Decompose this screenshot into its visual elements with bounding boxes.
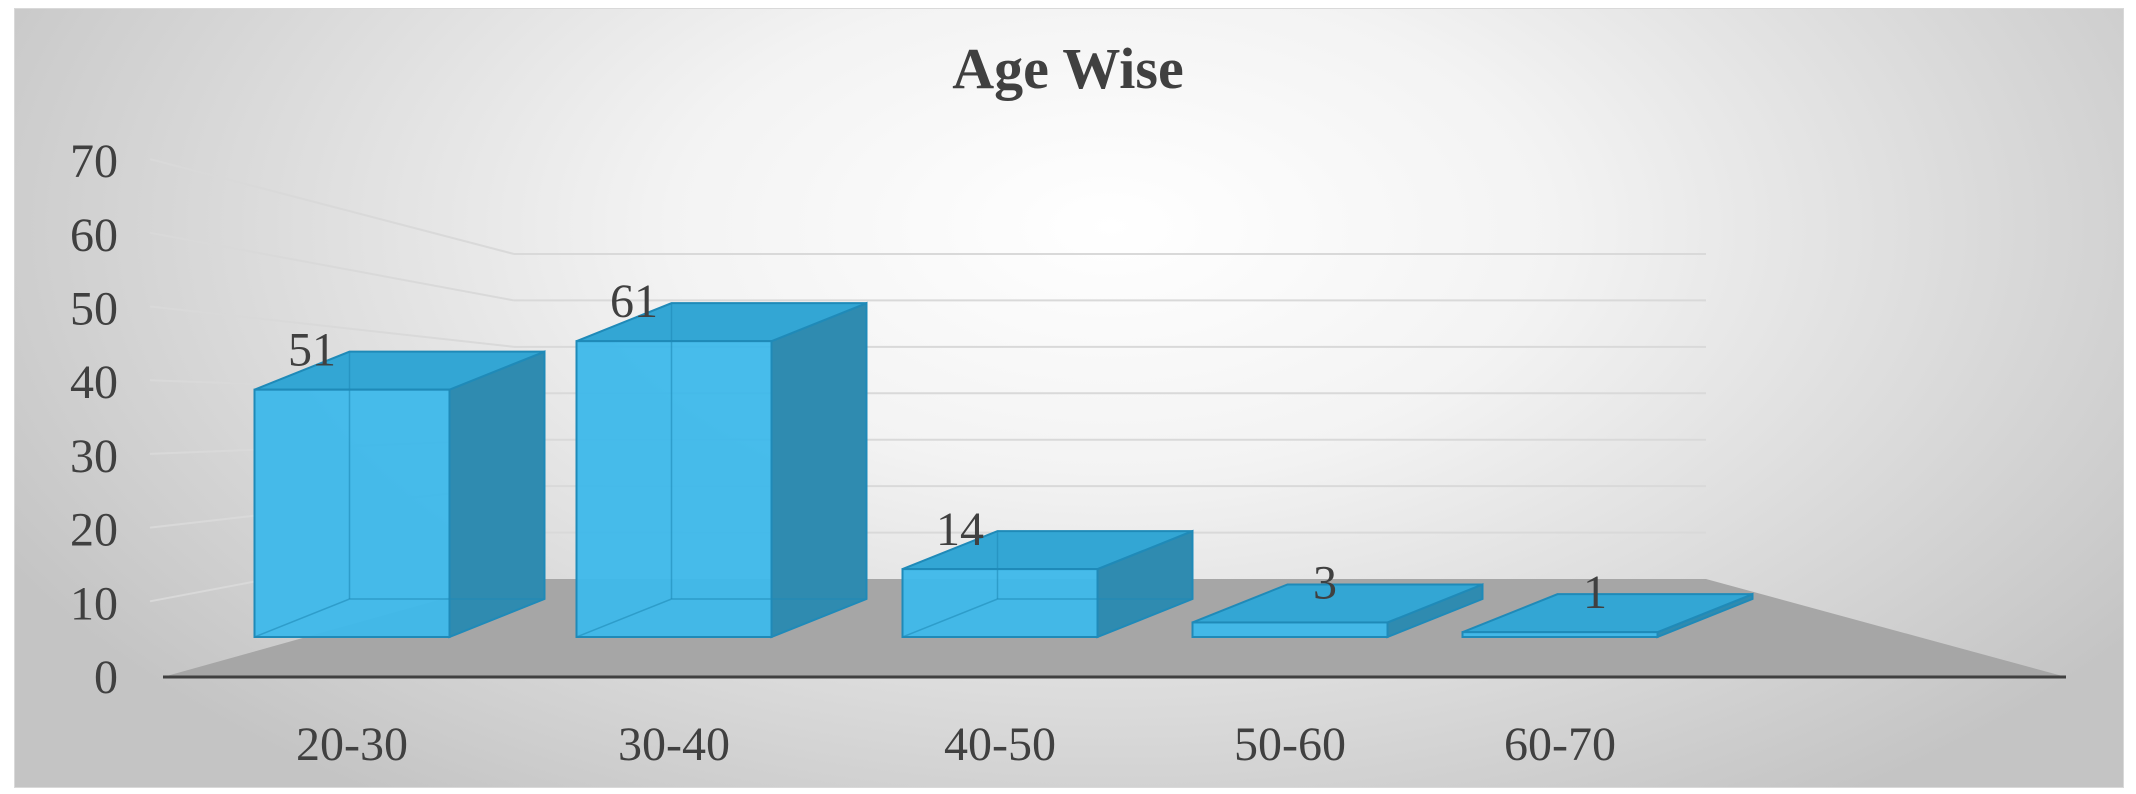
gridline-side <box>149 158 515 255</box>
data-label: 14 <box>936 503 984 556</box>
data-label: 1 <box>1583 566 1607 619</box>
data-labels: 51 61 14 3 1 <box>288 275 1607 619</box>
chart-title: Age Wise <box>952 36 1183 101</box>
bar-side-face <box>448 350 546 639</box>
bar-side-face <box>770 301 868 639</box>
x-category-label: 40-50 <box>944 718 1056 771</box>
bar-front-face <box>253 388 451 638</box>
data-label: 3 <box>1313 556 1337 609</box>
bars <box>253 301 1754 639</box>
bar-60-70 <box>1461 592 1754 639</box>
x-axis: 20-30 30-40 40-50 50-60 60-70 <box>163 675 2066 771</box>
x-category-label: 60-70 <box>1504 718 1616 771</box>
bar-30-40 <box>575 301 868 639</box>
bar-50-60 <box>1191 582 1484 639</box>
bar-front-face <box>901 568 1099 638</box>
y-tick-label: 30 <box>70 430 118 483</box>
x-category-label: 20-30 <box>296 718 408 771</box>
y-tick-label: 40 <box>70 356 118 409</box>
x-category-label: 30-40 <box>618 718 730 771</box>
data-label: 61 <box>610 275 658 328</box>
y-tick-label: 10 <box>70 577 118 630</box>
y-tick-label: 70 <box>70 135 118 188</box>
y-tick-label: 60 <box>70 209 118 262</box>
data-label: 51 <box>288 324 336 377</box>
y-tick-label: 50 <box>70 283 118 336</box>
x-category-label: 50-60 <box>1234 718 1346 771</box>
gridline-side <box>149 231 515 302</box>
y-tick-label: 20 <box>70 504 118 557</box>
y-tick-label: 0 <box>94 651 118 704</box>
bar-front-face <box>1461 631 1659 639</box>
gridline-side <box>149 305 515 348</box>
bar-front-face <box>1191 621 1389 639</box>
bar-20-30 <box>253 350 546 639</box>
y-axis: 0 10 20 30 40 50 60 70 <box>70 135 118 704</box>
bar-front-face <box>575 340 773 638</box>
bar-40-50 <box>901 529 1194 639</box>
